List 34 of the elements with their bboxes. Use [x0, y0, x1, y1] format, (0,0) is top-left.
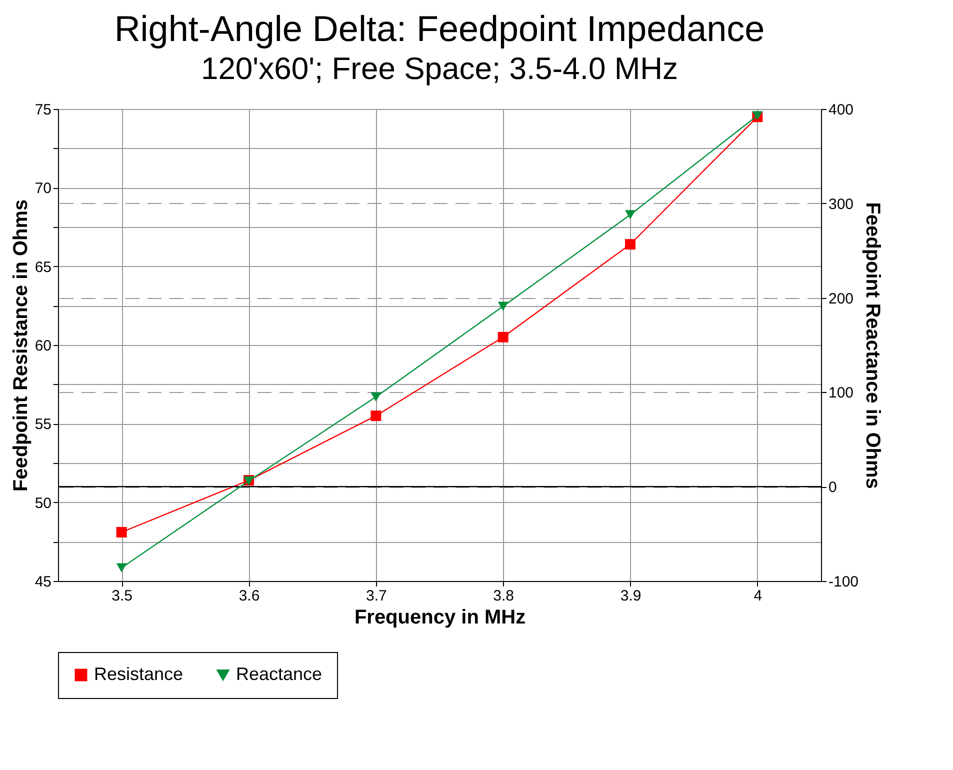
y2-tick-label: 400 [828, 102, 854, 118]
chart-title: Right-Angle Delta: Feedpoint Impedance [114, 8, 765, 49]
x-axis-title: Frequency in MHz [354, 606, 526, 628]
y-tick-label: 55 [34, 416, 52, 434]
y2-tick-label: -100 [828, 574, 859, 590]
y-tick-label: 45 [34, 574, 52, 590]
y-tick-label: 65 [34, 258, 52, 276]
point [625, 239, 636, 250]
y-tick-label: 60 [34, 338, 52, 354]
x-tick-label: 3.5 [112, 588, 133, 604]
y2-tick-label: 200 [828, 290, 854, 308]
y2-tick-label: 0 [828, 479, 837, 496]
x-tick-label: 3.7 [366, 588, 387, 604]
point [116, 563, 127, 572]
legend-label: Resistance [94, 664, 184, 684]
y-tick-label: 50 [34, 494, 52, 512]
x-tick-label: 4 [754, 588, 762, 604]
point [498, 332, 508, 342]
point [116, 526, 127, 538]
x-tick-label: 3.6 [238, 588, 260, 604]
y-axis-title: Feedpoint Resistance in Ohms [10, 199, 32, 492]
y2-axis-title: Feedpoint Reactance in Ohms [862, 202, 884, 489]
x-tick-label: 3.9 [620, 588, 642, 604]
y-tick-label: 75 [34, 102, 52, 118]
point [370, 392, 382, 402]
point [370, 410, 382, 422]
y2-tick-label: 300 [828, 196, 854, 213]
point [498, 302, 508, 311]
x-tick-label: 3.8 [493, 588, 514, 604]
y-tick-label: 70 [34, 180, 52, 198]
legend-label: Reactance [236, 664, 322, 684]
point [625, 210, 636, 220]
y2-tick-label: 100 [828, 384, 854, 402]
chart-subtitle: 120'x60'; Free Space; 3.5-4.0 MHz [200, 51, 678, 86]
